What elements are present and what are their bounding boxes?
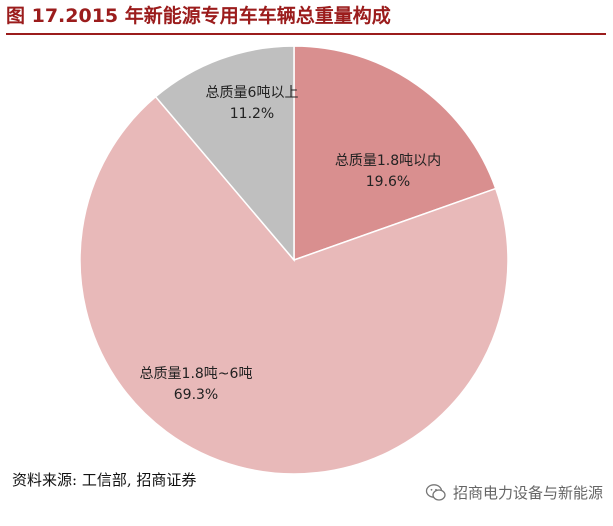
wechat-icon — [425, 484, 446, 501]
figure-title: 图 17.2015 年新能源专用车车辆总重量构成 — [6, 5, 391, 27]
watermark-text: 招商电力设备与新能源 — [452, 484, 603, 502]
pie-slice-2 — [79, 95, 509, 475]
watermark: 招商电力设备与新能源 — [425, 482, 603, 504]
source-note: 资料来源: 工信部, 招商证券 — [12, 471, 197, 489]
pie-slice-3 — [154, 45, 295, 263]
pie-slice-1 — [293, 45, 497, 262]
slice-label-2: 总质量1.8吨~6吨 — [140, 366, 253, 382]
slice-value-label-3: 11.2% — [230, 106, 274, 122]
slice-label-1: 总质量1.8吨以内 — [335, 153, 441, 169]
slice-value-label-2: 69.3% — [174, 387, 218, 403]
title-divider — [6, 33, 606, 35]
slice-value-label-1: 19.6% — [366, 174, 410, 190]
slice-label-3: 总质量6吨以上 — [206, 85, 299, 101]
